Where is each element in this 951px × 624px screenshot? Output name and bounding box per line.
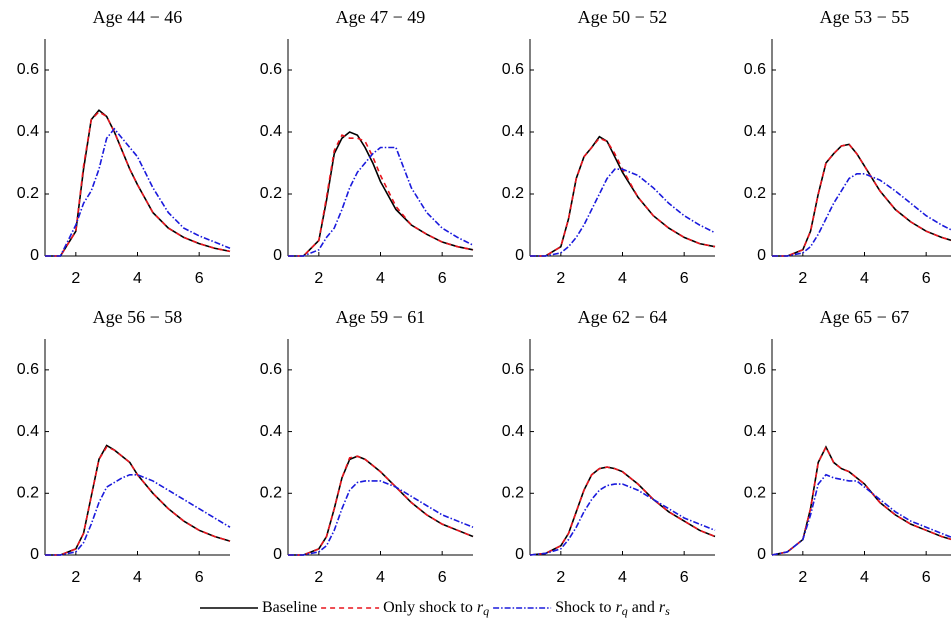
- chart-title: Age 62 − 64: [578, 307, 668, 327]
- legend-text-part: and: [628, 599, 659, 616]
- legend-text-part: Shock to: [555, 599, 615, 616]
- x-tick-label: 6: [195, 569, 204, 586]
- x-tick-label: 2: [798, 270, 807, 287]
- x-tick-label: 6: [438, 569, 447, 586]
- legend-text-part: r: [659, 599, 666, 616]
- series-line: [45, 109, 231, 257]
- y-tick-label: 0.4: [17, 423, 39, 440]
- y-tick-label: 0.2: [260, 185, 282, 202]
- y-tick-label: 0.6: [260, 61, 282, 78]
- legend-label: Baseline: [262, 599, 317, 616]
- series-line: [530, 137, 716, 257]
- y-tick-label: 0: [515, 247, 524, 264]
- x-tick-label: 2: [314, 270, 323, 287]
- y-tick-label: 0.6: [502, 361, 524, 378]
- legend-text-part: Baseline: [262, 599, 317, 616]
- y-tick-label: 0.4: [260, 423, 282, 440]
- y-tick-label: 0.4: [502, 123, 524, 140]
- y-tick-label: 0: [273, 546, 282, 563]
- y-tick-label: 0.6: [502, 61, 524, 78]
- y-tick-label: 0: [30, 247, 39, 264]
- series-line: [772, 173, 951, 257]
- series-line: [288, 134, 474, 257]
- chart-title: Age 65 − 67: [820, 307, 910, 327]
- chart-title: Age 53 − 55: [820, 7, 910, 27]
- series-line: [771, 445, 951, 556]
- y-tick-label: 0.2: [744, 485, 766, 502]
- legend-text-part: q: [622, 604, 628, 618]
- y-tick-label: 0: [273, 247, 282, 264]
- series-line: [45, 473, 231, 556]
- x-tick-label: 6: [922, 569, 931, 586]
- chart-title: Age 56 − 58: [93, 307, 183, 327]
- series-line: [288, 131, 474, 257]
- series-line: [529, 466, 716, 556]
- legend-text-part: r: [477, 599, 484, 616]
- y-tick-label: 0.2: [744, 185, 766, 202]
- x-tick-label: 2: [314, 569, 323, 586]
- y-tick-label: 0.2: [17, 185, 39, 202]
- y-tick-label: 0.4: [744, 123, 766, 140]
- x-tick-label: 6: [922, 270, 931, 287]
- legend-text-part: q: [483, 604, 489, 618]
- series-line: [529, 483, 716, 556]
- x-tick-label: 4: [860, 569, 869, 586]
- y-tick-label: 0.2: [17, 485, 39, 502]
- y-tick-label: 0.2: [502, 485, 524, 502]
- series-line: [288, 455, 474, 556]
- x-tick-label: 4: [376, 270, 385, 287]
- y-tick-label: 0.2: [260, 485, 282, 502]
- series-line: [530, 168, 716, 257]
- series-line: [45, 127, 231, 257]
- y-tick-label: 0: [515, 546, 524, 563]
- y-tick-label: 0: [757, 546, 766, 563]
- y-tick-label: 0.4: [260, 123, 282, 140]
- series-line: [288, 146, 474, 257]
- legend-label: Only shock to rq​: [383, 599, 489, 618]
- x-tick-label: 4: [376, 569, 385, 586]
- x-tick-label: 6: [680, 569, 689, 586]
- legend-text-part: Only shock to: [383, 599, 477, 616]
- y-tick-label: 0.6: [260, 361, 282, 378]
- chart-title: Age 47 − 49: [336, 7, 426, 27]
- chart-title: Age 59 − 61: [336, 307, 426, 327]
- chart-title: Age 50 − 52: [578, 7, 668, 27]
- x-tick-label: 6: [195, 270, 204, 287]
- x-tick-label: 4: [618, 270, 627, 287]
- y-tick-label: 0.4: [502, 423, 524, 440]
- series-line: [45, 444, 231, 556]
- y-tick-label: 0: [757, 247, 766, 264]
- x-tick-label: 6: [438, 270, 447, 287]
- y-tick-label: 0.4: [744, 423, 766, 440]
- x-tick-label: 2: [798, 569, 807, 586]
- y-tick-label: 0.6: [17, 361, 39, 378]
- y-tick-label: 0.6: [744, 61, 766, 78]
- x-tick-label: 2: [556, 270, 565, 287]
- x-tick-label: 2: [71, 270, 80, 287]
- chart-title: Age 44 − 46: [93, 7, 183, 27]
- x-tick-label: 6: [680, 270, 689, 287]
- x-tick-label: 4: [618, 569, 627, 586]
- series-line: [772, 143, 951, 257]
- y-tick-label: 0.2: [502, 185, 524, 202]
- series-line: [530, 135, 716, 257]
- x-tick-label: 4: [133, 569, 142, 586]
- y-tick-label: 0.6: [744, 361, 766, 378]
- series-line: [529, 466, 716, 556]
- legend-text-part: s: [665, 604, 670, 618]
- x-tick-label: 4: [133, 270, 142, 287]
- x-tick-label: 4: [860, 270, 869, 287]
- y-tick-label: 0: [30, 546, 39, 563]
- x-tick-label: 2: [71, 569, 80, 586]
- series-line: [288, 480, 474, 556]
- y-tick-label: 0.6: [17, 61, 39, 78]
- legend-label: Shock to rq​ and rs​: [555, 599, 670, 618]
- series-line: [771, 473, 951, 556]
- legend-text-part: r: [616, 599, 623, 616]
- y-tick-label: 0.4: [17, 123, 39, 140]
- x-tick-label: 2: [556, 569, 565, 586]
- series-line: [771, 445, 951, 556]
- series-line: [45, 446, 231, 556]
